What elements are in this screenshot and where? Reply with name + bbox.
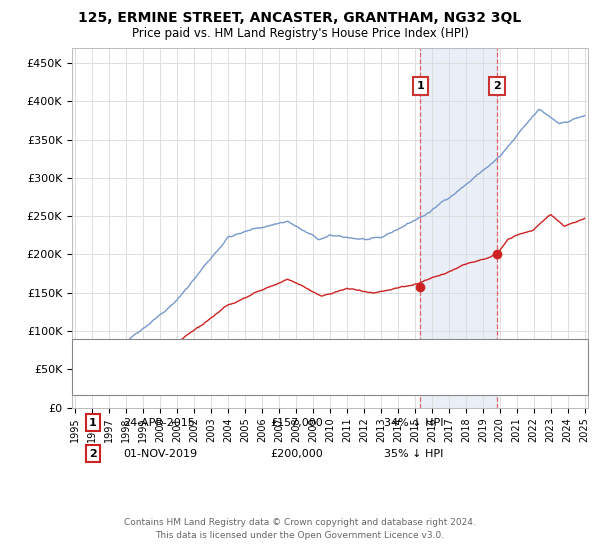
Text: 125, ERMINE STREET, ANCASTER, GRANTHAM, NG32 3QL: 125, ERMINE STREET, ANCASTER, GRANTHAM, …: [79, 11, 521, 25]
Text: 125, ERMINE STREET, ANCASTER, GRANTHAM, NG32 3QL (detached house): 125, ERMINE STREET, ANCASTER, GRANTHAM, …: [105, 345, 497, 355]
Text: HPI: Average price, detached house, South Kesteven: HPI: Average price, detached house, Sout…: [105, 379, 379, 389]
Text: 35% ↓ HPI: 35% ↓ HPI: [384, 449, 443, 459]
Text: 01-NOV-2019: 01-NOV-2019: [123, 449, 197, 459]
Bar: [421, 48, 497, 408]
Text: £157,000: £157,000: [270, 418, 323, 428]
Text: 2: 2: [89, 449, 97, 459]
Text: 24-APR-2015: 24-APR-2015: [123, 418, 195, 428]
Text: ——: ——: [79, 376, 107, 391]
Text: 34% ↓ HPI: 34% ↓ HPI: [384, 418, 443, 428]
Text: £200,000: £200,000: [270, 449, 323, 459]
Text: 1: 1: [416, 81, 424, 91]
Text: 2: 2: [493, 81, 501, 91]
Text: Price paid vs. HM Land Registry's House Price Index (HPI): Price paid vs. HM Land Registry's House …: [131, 27, 469, 40]
Text: ——: ——: [79, 343, 107, 357]
Text: 1: 1: [89, 418, 97, 428]
Text: Contains HM Land Registry data © Crown copyright and database right 2024.
This d: Contains HM Land Registry data © Crown c…: [124, 519, 476, 540]
